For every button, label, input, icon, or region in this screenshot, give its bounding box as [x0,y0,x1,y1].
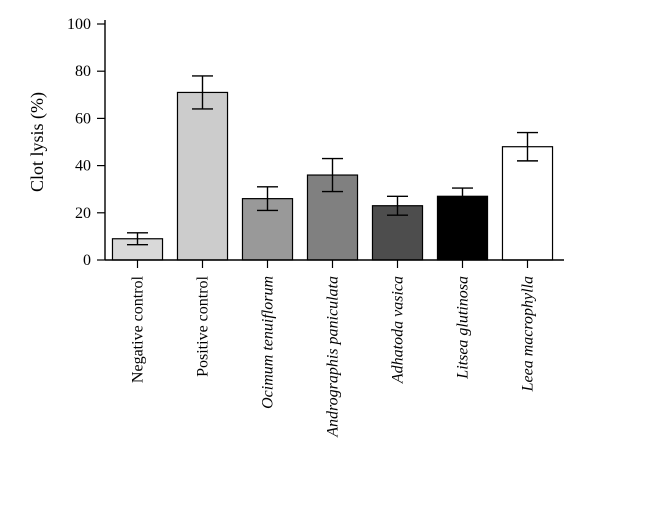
bar [502,147,552,260]
chart-svg: 0 20 40 60 80 100 Negative control Positive con… [0,0,653,515]
category-label: Ocimum tenuiflorum [260,276,277,409]
category-label: Leea macrophylla [520,276,537,392]
category-label: Positive control [195,275,212,376]
bar [437,196,487,260]
bar [177,92,227,260]
y-tick-label: 100 [67,16,91,33]
clot-lysis-bar-chart: 0 20 40 60 80 100 Negative control Positive con… [0,0,653,515]
y-tick-label: 80 [75,63,91,80]
y-tick-label: 20 [75,205,91,222]
category-label: Andrographis paniculata [325,276,342,438]
category-label: Litsea glutinosa [455,276,472,380]
category-label: Negative control [130,275,147,383]
y-tick-label: 40 [75,158,91,175]
y-axis-label: Clot lysis (%) [27,92,48,192]
y-tick-label: 60 [75,110,91,127]
category-label: Adhatoda vasica [390,276,407,384]
y-tick-label: 0 [83,252,91,269]
